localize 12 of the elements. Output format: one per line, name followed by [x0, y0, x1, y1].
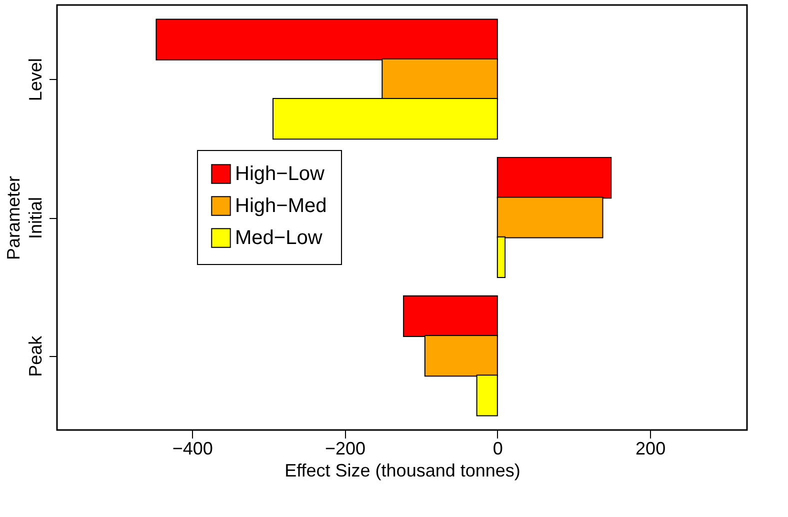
y-tick-label: Initial	[26, 196, 46, 240]
legend-label: Med−Low	[235, 227, 323, 249]
x-tick-label: 0	[492, 438, 503, 458]
x-tick-label: −400	[172, 438, 213, 458]
legend-label: High−Low	[235, 163, 326, 185]
x-tick-label: 200	[636, 438, 666, 458]
y-tick-label: Peak	[26, 334, 46, 377]
legend-label: High−Med	[235, 195, 327, 217]
x-axis-title: Effect Size (thousand tonnes)	[284, 460, 520, 480]
x-tick-label: −200	[324, 438, 366, 458]
y-axis-title: Parameter	[4, 176, 24, 260]
y-tick-label: Level	[26, 58, 46, 102]
